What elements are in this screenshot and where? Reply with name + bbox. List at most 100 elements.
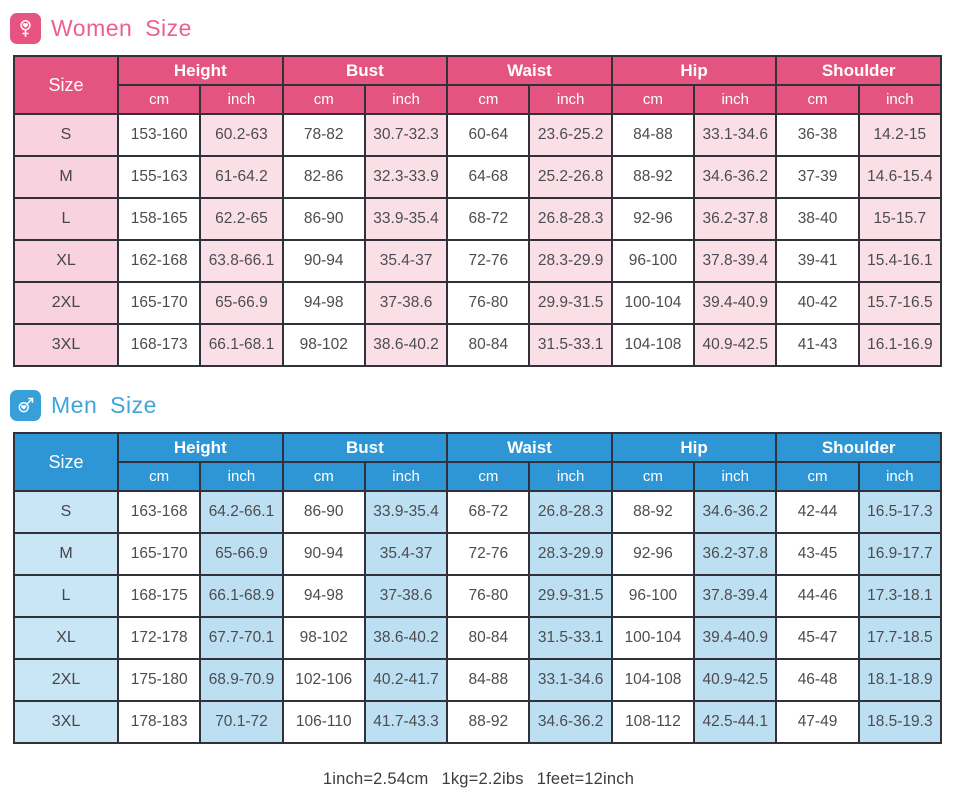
- value-cell: 23.6-25.2: [528, 113, 613, 157]
- value-cell: 37-38.6: [363, 574, 449, 618]
- group-header: Height: [117, 55, 284, 86]
- unit-header: inch: [857, 461, 943, 492]
- value-cell: 34.6-36.2: [528, 700, 613, 744]
- unit-header: cm: [446, 461, 531, 492]
- unit-header: cm: [281, 461, 366, 492]
- table-row: 3XL 168-173 66.1-68.1 98-102 38.6-40.2 80-84 3…: [13, 323, 943, 367]
- conversion-kg-lbs: 1kg=2.2ibs: [441, 770, 524, 788]
- table-row: XL 172-178 67.7-70.1 98-102 38.6-40.2 80-84 31…: [13, 616, 943, 660]
- women-size-heading: Women Size: [51, 15, 192, 41]
- value-cell: 60.2-63: [199, 113, 284, 157]
- value-cell: 26.8-28.3: [528, 197, 613, 241]
- value-cell: 47-49: [775, 700, 860, 744]
- value-cell: 30.7-32.3: [363, 113, 449, 157]
- unit-header: inch: [528, 84, 613, 115]
- value-cell: 36.2-37.8: [693, 532, 778, 576]
- value-cell: 40-42: [775, 281, 860, 325]
- value-cell: 104-108: [610, 323, 696, 367]
- value-cell: 42-44: [775, 490, 860, 534]
- value-cell: 96-100: [610, 239, 696, 283]
- value-cell: 16.1-16.9: [857, 323, 943, 367]
- unit-header: inch: [199, 461, 284, 492]
- size-cell: M: [13, 532, 119, 576]
- value-cell: 72-76: [446, 532, 531, 576]
- value-cell: 17.3-18.1: [857, 574, 943, 618]
- value-cell: 175-180: [116, 658, 202, 702]
- value-cell: 65-66.9: [199, 281, 284, 325]
- value-cell: 28.3-29.9: [528, 532, 613, 576]
- value-cell: 44-46: [775, 574, 860, 618]
- value-cell: 38-40: [775, 197, 860, 241]
- size-cell: 3XL: [13, 700, 119, 744]
- value-cell: 61-64.2: [199, 155, 284, 199]
- table-row: L 158-165 62.2-65 86-90 33.9-35.4 68-72 26.8-2…: [13, 197, 943, 241]
- table-row: XL 162-168 63.8-66.1 90-94 35.4-37 72-76 28.3-…: [13, 239, 943, 283]
- value-cell: 100-104: [610, 281, 696, 325]
- value-cell: 94-98: [281, 281, 366, 325]
- unit-header: inch: [528, 461, 613, 492]
- value-cell: 18.5-19.3: [857, 700, 943, 744]
- unit-header: inch: [693, 84, 778, 115]
- value-cell: 162-168: [116, 239, 202, 283]
- unit-header: cm: [116, 84, 202, 115]
- size-cell: L: [13, 197, 119, 241]
- value-cell: 84-88: [610, 113, 696, 157]
- value-cell: 31.5-33.1: [528, 323, 613, 367]
- size-cell: S: [13, 113, 119, 157]
- value-cell: 168-175: [116, 574, 202, 618]
- value-cell: 43-45: [775, 532, 860, 576]
- value-cell: 15-15.7: [857, 197, 943, 241]
- unit-header: cm: [610, 461, 696, 492]
- size-column-header: Size: [13, 432, 119, 492]
- value-cell: 106-110: [281, 700, 366, 744]
- value-cell: 33.1-34.6: [528, 658, 613, 702]
- value-cell: 34.6-36.2: [693, 490, 778, 534]
- value-cell: 32.3-33.9: [363, 155, 449, 199]
- value-cell: 40.2-41.7: [363, 658, 449, 702]
- unit-header: inch: [363, 461, 449, 492]
- male-symbol-icon: [10, 390, 41, 421]
- value-cell: 62.2-65: [199, 197, 284, 241]
- size-cell: L: [13, 574, 119, 618]
- value-cell: 66.1-68.1: [199, 323, 284, 367]
- value-cell: 172-178: [116, 616, 202, 660]
- value-cell: 35.4-37: [363, 532, 449, 576]
- men-size-heading: Men Size: [51, 392, 157, 418]
- value-cell: 76-80: [446, 281, 531, 325]
- value-cell: 90-94: [281, 239, 366, 283]
- men-size-title-bar: Men Size: [10, 377, 957, 421]
- group-header: Waist: [446, 432, 613, 463]
- value-cell: 15.7-16.5: [857, 281, 943, 325]
- size-column-header: Size: [13, 55, 119, 115]
- value-cell: 46-48: [775, 658, 860, 702]
- value-cell: 37-38.6: [363, 281, 449, 325]
- value-cell: 64.2-66.1: [199, 490, 284, 534]
- table-row: M 165-170 65-66.9 90-94 35.4-37 72-76 28.3-29.…: [13, 532, 943, 576]
- value-cell: 65-66.9: [199, 532, 284, 576]
- unit-header: inch: [363, 84, 449, 115]
- value-cell: 92-96: [610, 532, 696, 576]
- value-cell: 90-94: [281, 532, 366, 576]
- group-header: Height: [117, 432, 284, 463]
- value-cell: 38.6-40.2: [363, 323, 449, 367]
- unit-header: inch: [693, 461, 778, 492]
- value-cell: 153-160: [116, 113, 202, 157]
- value-cell: 68-72: [446, 490, 531, 534]
- value-cell: 16.9-17.7: [857, 532, 943, 576]
- value-cell: 86-90: [281, 197, 366, 241]
- value-cell: 84-88: [446, 658, 531, 702]
- group-header: Waist: [446, 55, 613, 86]
- value-cell: 66.1-68.9: [199, 574, 284, 618]
- value-cell: 158-165: [116, 197, 202, 241]
- value-cell: 14.6-15.4: [857, 155, 943, 199]
- value-cell: 102-106: [281, 658, 366, 702]
- value-cell: 63.8-66.1: [199, 239, 284, 283]
- value-cell: 78-82: [281, 113, 366, 157]
- value-cell: 88-92: [610, 155, 696, 199]
- size-cell: XL: [13, 239, 119, 283]
- unit-header: inch: [857, 84, 943, 115]
- women-size-title-bar: Women Size: [10, 0, 957, 44]
- female-symbol-icon: [10, 13, 41, 44]
- size-cell: S: [13, 490, 119, 534]
- value-cell: 168-173: [116, 323, 202, 367]
